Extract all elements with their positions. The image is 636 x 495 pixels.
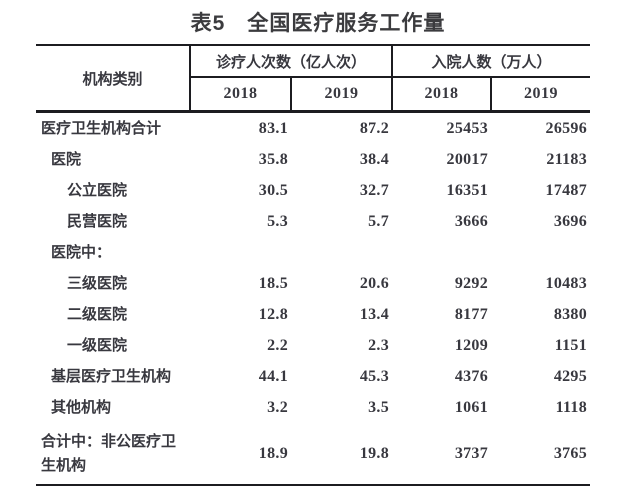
value-cell: 3696	[553, 212, 588, 230]
value-cell: 20017	[446, 150, 489, 168]
row-label-cell: 合计中：非公医疗卫生机构	[41, 432, 177, 474]
table-row: 二级医院 12.8 13.4 8177 8380	[36, 299, 590, 330]
value-cell: 12.8	[258, 305, 288, 323]
value-cell: 13.4	[359, 305, 390, 323]
row-label-cell: 基层医疗卫生机构	[51, 367, 172, 385]
table-row: 一级医院 2.2 2.3 1209 1151	[36, 330, 590, 361]
column-header-institution-category: 机构类别	[36, 45, 191, 112]
value-cell: 1061	[454, 398, 489, 416]
value-cell: 26596	[545, 119, 588, 137]
table-row: 医院 35.8 38.4 20017 21183	[36, 144, 590, 175]
value-cell: 16351	[446, 181, 489, 199]
medical-service-workload-table: 机构类别 诊疗人次数（亿人次） 入院人数（万人） 2018 2019 2018 …	[36, 44, 591, 486]
value-cell: 87.2	[359, 119, 390, 137]
year-header-visits-2018: 2018	[190, 77, 292, 112]
header-row-groups: 机构类别 诊疗人次数（亿人次） 入院人数（万人）	[36, 45, 591, 112]
value-cell: 9292	[454, 274, 489, 292]
table-row: 合计中：非公医疗卫生机构 18.9 19.8 3737 3765	[36, 423, 590, 485]
value-cell: 32.7	[359, 181, 390, 199]
value-cell: 5.7	[368, 212, 390, 230]
value-cell	[392, 237, 491, 268]
value-cell: 35.8	[258, 150, 288, 168]
table-row: 基层医疗卫生机构 44.1 45.3 4376 4295	[36, 361, 590, 392]
value-cell: 10483	[545, 274, 588, 292]
table-row: 民营医院 5.3 5.7 3666 3696	[36, 206, 590, 237]
value-cell: 3765	[553, 444, 588, 462]
value-cell: 17487	[545, 181, 588, 199]
row-label-cell: 二级医院	[67, 305, 128, 323]
row-label-cell: 民营医院	[67, 212, 128, 230]
value-cell: 45.3	[359, 367, 390, 385]
value-cell	[291, 237, 392, 268]
table-row: 公立医院 30.5 32.7 16351 17487	[36, 175, 590, 206]
row-label-cell: 公立医院	[67, 181, 128, 199]
value-cell: 83.1	[258, 119, 288, 137]
value-cell: 38.4	[359, 150, 390, 168]
row-label-cell: 其他机构	[51, 398, 112, 416]
row-label-cell: 医疗卫生机构合计	[41, 119, 162, 137]
row-label-cell: 一级医院	[67, 336, 128, 354]
value-cell: 1151	[554, 336, 588, 354]
value-cell: 18.5	[258, 274, 288, 292]
column-group-admissions: 入院人数（万人）	[392, 45, 591, 78]
value-cell: 1118	[555, 398, 588, 416]
value-cell: 20.6	[359, 274, 390, 292]
column-group-outpatient-visits: 诊疗人次数（亿人次）	[190, 45, 394, 78]
value-cell: 25453	[446, 119, 489, 137]
value-cell: 4295	[553, 367, 588, 385]
value-cell: 4376	[454, 367, 489, 385]
table-title: 表5 全国医疗服务工作量	[190, 12, 446, 35]
value-cell: 2.2	[267, 336, 288, 354]
value-cell: 3737	[454, 444, 489, 462]
year-header-visits-2019: 2019	[291, 77, 394, 112]
value-cell: 5.3	[267, 212, 288, 230]
value-cell: 18.9	[258, 444, 288, 462]
value-cell: 44.1	[258, 367, 288, 385]
value-cell: 3.5	[368, 398, 390, 416]
table-header: 机构类别 诊疗人次数（亿人次） 入院人数（万人） 2018 2019 2018 …	[36, 45, 591, 112]
value-cell: 30.5	[258, 181, 288, 199]
row-label-cell: 医院中：	[51, 243, 112, 261]
row-label-cell: 三级医院	[67, 274, 128, 292]
value-cell: 8380	[553, 305, 588, 323]
header-row-years: 2018 2019 2018 2019	[36, 77, 590, 112]
table-row: 医疗卫生机构合计 83.1 87.2 25453 26596	[36, 112, 590, 145]
table-row: 医院中：	[36, 237, 590, 268]
value-cell	[491, 237, 590, 268]
value-cell: 2.3	[368, 336, 390, 354]
table-row: 三级医院 18.5 20.6 9292 10483	[36, 268, 590, 299]
year-header-admissions-2019: 2019	[524, 85, 559, 102]
year-header-admissions-2018: 2018	[392, 77, 493, 112]
table-body: 医疗卫生机构合计 83.1 87.2 25453 26596 医院 35.8 38.4 2001…	[36, 112, 590, 486]
value-cell: 8177	[454, 305, 489, 323]
value-cell	[190, 237, 291, 268]
value-cell: 21183	[546, 150, 588, 168]
table-row: 其他机构 3.2 3.5 1061 1118	[36, 392, 590, 423]
value-cell: 1209	[454, 336, 489, 354]
row-label-cell: 医院	[51, 150, 82, 168]
value-cell: 3666	[454, 212, 489, 230]
value-cell: 3.2	[267, 398, 288, 416]
value-cell: 19.8	[359, 444, 390, 462]
